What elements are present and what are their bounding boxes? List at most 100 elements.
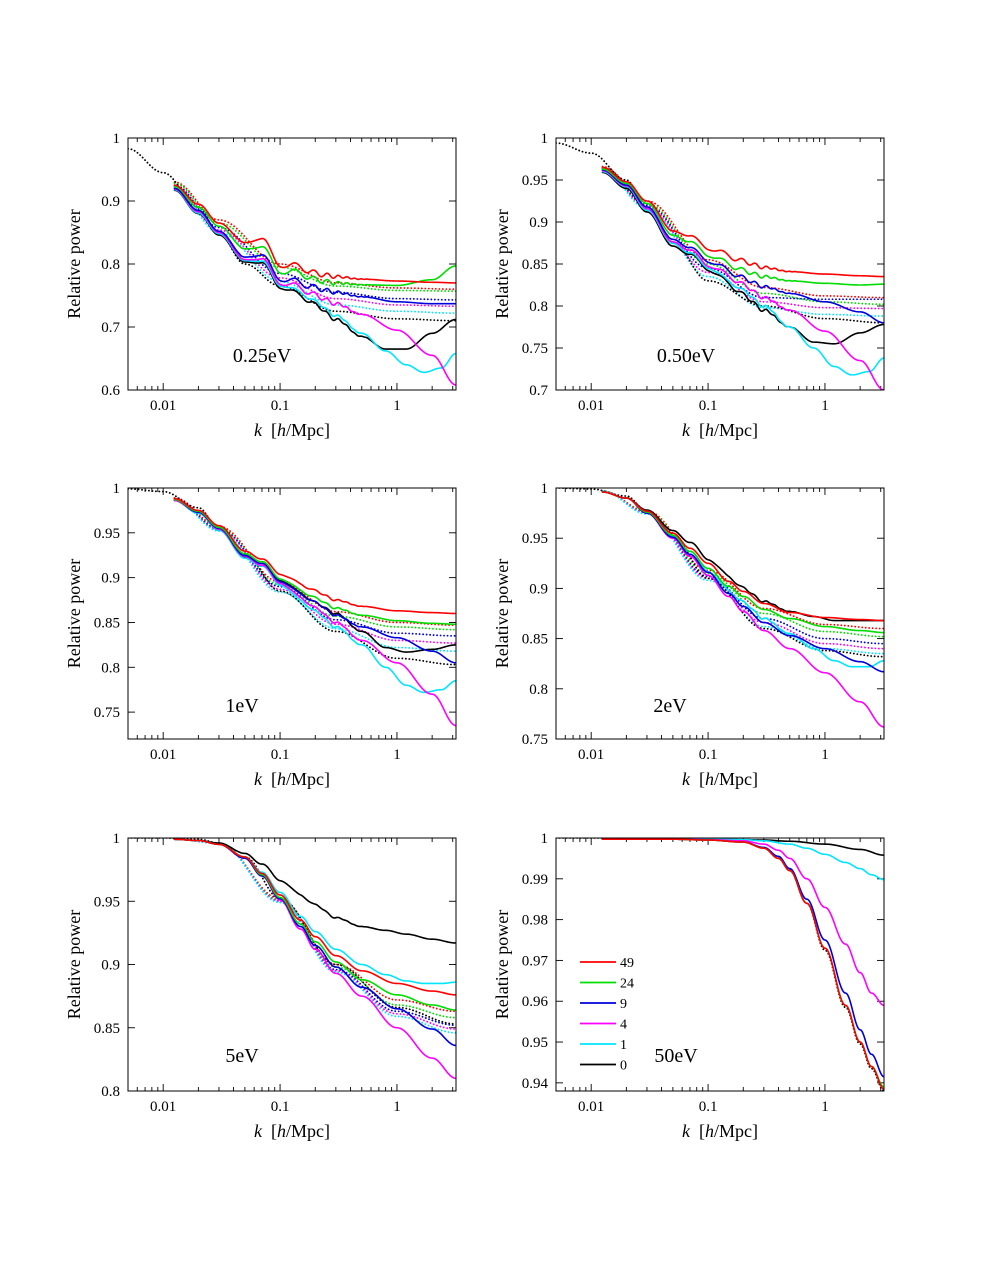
y-tick-label: 0.8 xyxy=(529,682,548,698)
panel-1eV: 0.01 0.1 1 0.75 0.8 0.85 0.9 0.95 1 k [h/Mpc] Rela… xyxy=(64,481,457,789)
plot-area xyxy=(556,838,884,1091)
series-line-49-linear xyxy=(173,496,456,627)
x-tick-label: 0.01 xyxy=(578,398,604,414)
series-line-4 xyxy=(601,838,884,1007)
x-tick-label: 0.01 xyxy=(150,398,176,414)
plot-frame xyxy=(127,137,457,391)
y-axis-label: Relative power xyxy=(64,910,84,1019)
y-tick-label: 0.95 xyxy=(522,1035,548,1051)
y-tick-label: 0.85 xyxy=(522,632,548,648)
plot-area xyxy=(128,147,456,386)
y-tick-label: 0.8 xyxy=(101,660,120,676)
y-tick-label: 0.8 xyxy=(101,257,120,273)
series-line-1-linear xyxy=(173,186,456,315)
x-tick-label: 0.01 xyxy=(150,1099,176,1115)
y-tick-label: 0.85 xyxy=(522,257,548,273)
y-tick-label: 0.75 xyxy=(94,705,120,721)
series-line-49 xyxy=(173,184,456,284)
panel-label: 5eV xyxy=(225,1045,259,1067)
series-line-4 xyxy=(601,491,884,728)
plot-frame xyxy=(555,137,885,391)
series-line-49 xyxy=(601,838,884,1090)
x-tick-label: 0.01 xyxy=(578,1099,604,1115)
y-tick-label: 0.99 xyxy=(522,872,548,888)
panel-label: 0.25eV xyxy=(233,345,292,367)
x-tick-label: 1 xyxy=(393,398,401,414)
x-axis-label: k [h/Mpc] xyxy=(254,420,330,440)
y-axis-label: Relative power xyxy=(492,209,512,318)
series-line-9-linear xyxy=(601,167,884,301)
y-tick-label: 0.8 xyxy=(101,1084,120,1100)
series-line-0 xyxy=(173,499,456,653)
legend-label: 0 xyxy=(620,1059,627,1074)
series-line-4 xyxy=(173,499,456,727)
y-tick-label: 0.7 xyxy=(529,383,548,399)
x-tick-label: 0.1 xyxy=(271,747,290,763)
y-axis-label: Relative power xyxy=(492,559,512,668)
x-tick-label: 0.01 xyxy=(578,747,604,763)
plot-area xyxy=(128,488,456,727)
plot-area xyxy=(128,838,456,1080)
series-line-4 xyxy=(173,838,456,1080)
series-line-49-linear xyxy=(173,181,456,291)
y-tick-label: 0.95 xyxy=(522,531,548,547)
series-line-24 xyxy=(601,491,884,634)
y-tick-label: 0.85 xyxy=(94,1021,120,1037)
y-tick-label: 1 xyxy=(113,831,121,847)
series-line-9 xyxy=(173,187,456,305)
plot-area xyxy=(556,142,884,390)
series-line-0-linear xyxy=(128,147,456,322)
legend: 49 24 9 4 1 0 xyxy=(580,956,634,1074)
panel-label: 0.50eV xyxy=(657,345,716,367)
legend-label: 1 xyxy=(620,1038,627,1053)
panel-label: 1eV xyxy=(225,695,259,717)
series-line-49 xyxy=(601,166,884,278)
y-tick-label: 0.9 xyxy=(101,194,120,210)
series-line-0 xyxy=(601,491,884,622)
series-line-49-linear xyxy=(173,838,456,1013)
panel-label: 50eV xyxy=(654,1045,698,1067)
y-tick-label: 0.9 xyxy=(529,581,548,597)
plot-area xyxy=(556,488,884,728)
series-line-1-linear xyxy=(601,490,884,655)
y-tick-label: 0.9 xyxy=(101,958,120,974)
x-tick-label: 1 xyxy=(393,1099,401,1115)
y-tick-label: 0.95 xyxy=(94,894,120,910)
series-line-9-linear xyxy=(173,497,456,637)
series-line-9 xyxy=(601,838,884,1078)
series-line-49 xyxy=(173,497,456,615)
x-tick-label: 1 xyxy=(821,747,829,763)
series-line-4-linear xyxy=(173,838,456,1030)
y-tick-label: 0.96 xyxy=(522,994,549,1010)
y-tick-label: 0.75 xyxy=(522,732,548,748)
series-line-24 xyxy=(173,838,456,1011)
y-tick-label: 0.8 xyxy=(529,299,548,315)
y-tick-label: 1 xyxy=(113,481,121,497)
series-line-0-linear xyxy=(128,488,456,666)
series-line-1 xyxy=(601,170,884,376)
panel-2eV: 0.01 0.1 1 0.75 0.8 0.85 0.9 0.95 1 k [h/Mpc] Rela… xyxy=(492,481,885,789)
series-line-1 xyxy=(601,491,884,668)
y-tick-label: 1 xyxy=(541,831,549,847)
series-line-24 xyxy=(601,838,884,1088)
series-line-9 xyxy=(601,491,884,673)
x-tick-label: 0.01 xyxy=(150,747,176,763)
x-tick-label: 1 xyxy=(821,398,829,414)
plot-frame xyxy=(127,487,457,740)
panel-0.25eV: 0.01 0.1 1 0.6 0.7 0.8 0.9 1 k [h/Mpc] Relative p… xyxy=(64,131,457,440)
legend-label: 49 xyxy=(620,956,634,971)
y-tick-label: 1 xyxy=(541,131,549,147)
panel-0.50eV: 0.01 0.1 1 0.7 0.75 0.8 0.85 0.9 0.95 1 k [h/Mpc] R… xyxy=(492,131,885,440)
y-tick-label: 0.95 xyxy=(522,173,548,189)
y-tick-label: 0.98 xyxy=(522,913,548,929)
y-tick-label: 0.85 xyxy=(94,615,120,631)
y-tick-label: 0.6 xyxy=(101,383,120,399)
series-line-49-linear xyxy=(601,165,884,299)
series-line-4 xyxy=(601,169,884,390)
series-line-9 xyxy=(601,169,884,324)
series-line-24-linear xyxy=(173,182,456,292)
x-tick-label: 0.1 xyxy=(699,398,718,414)
y-tick-label: 1 xyxy=(113,131,121,147)
x-tick-label: 1 xyxy=(821,1099,829,1115)
